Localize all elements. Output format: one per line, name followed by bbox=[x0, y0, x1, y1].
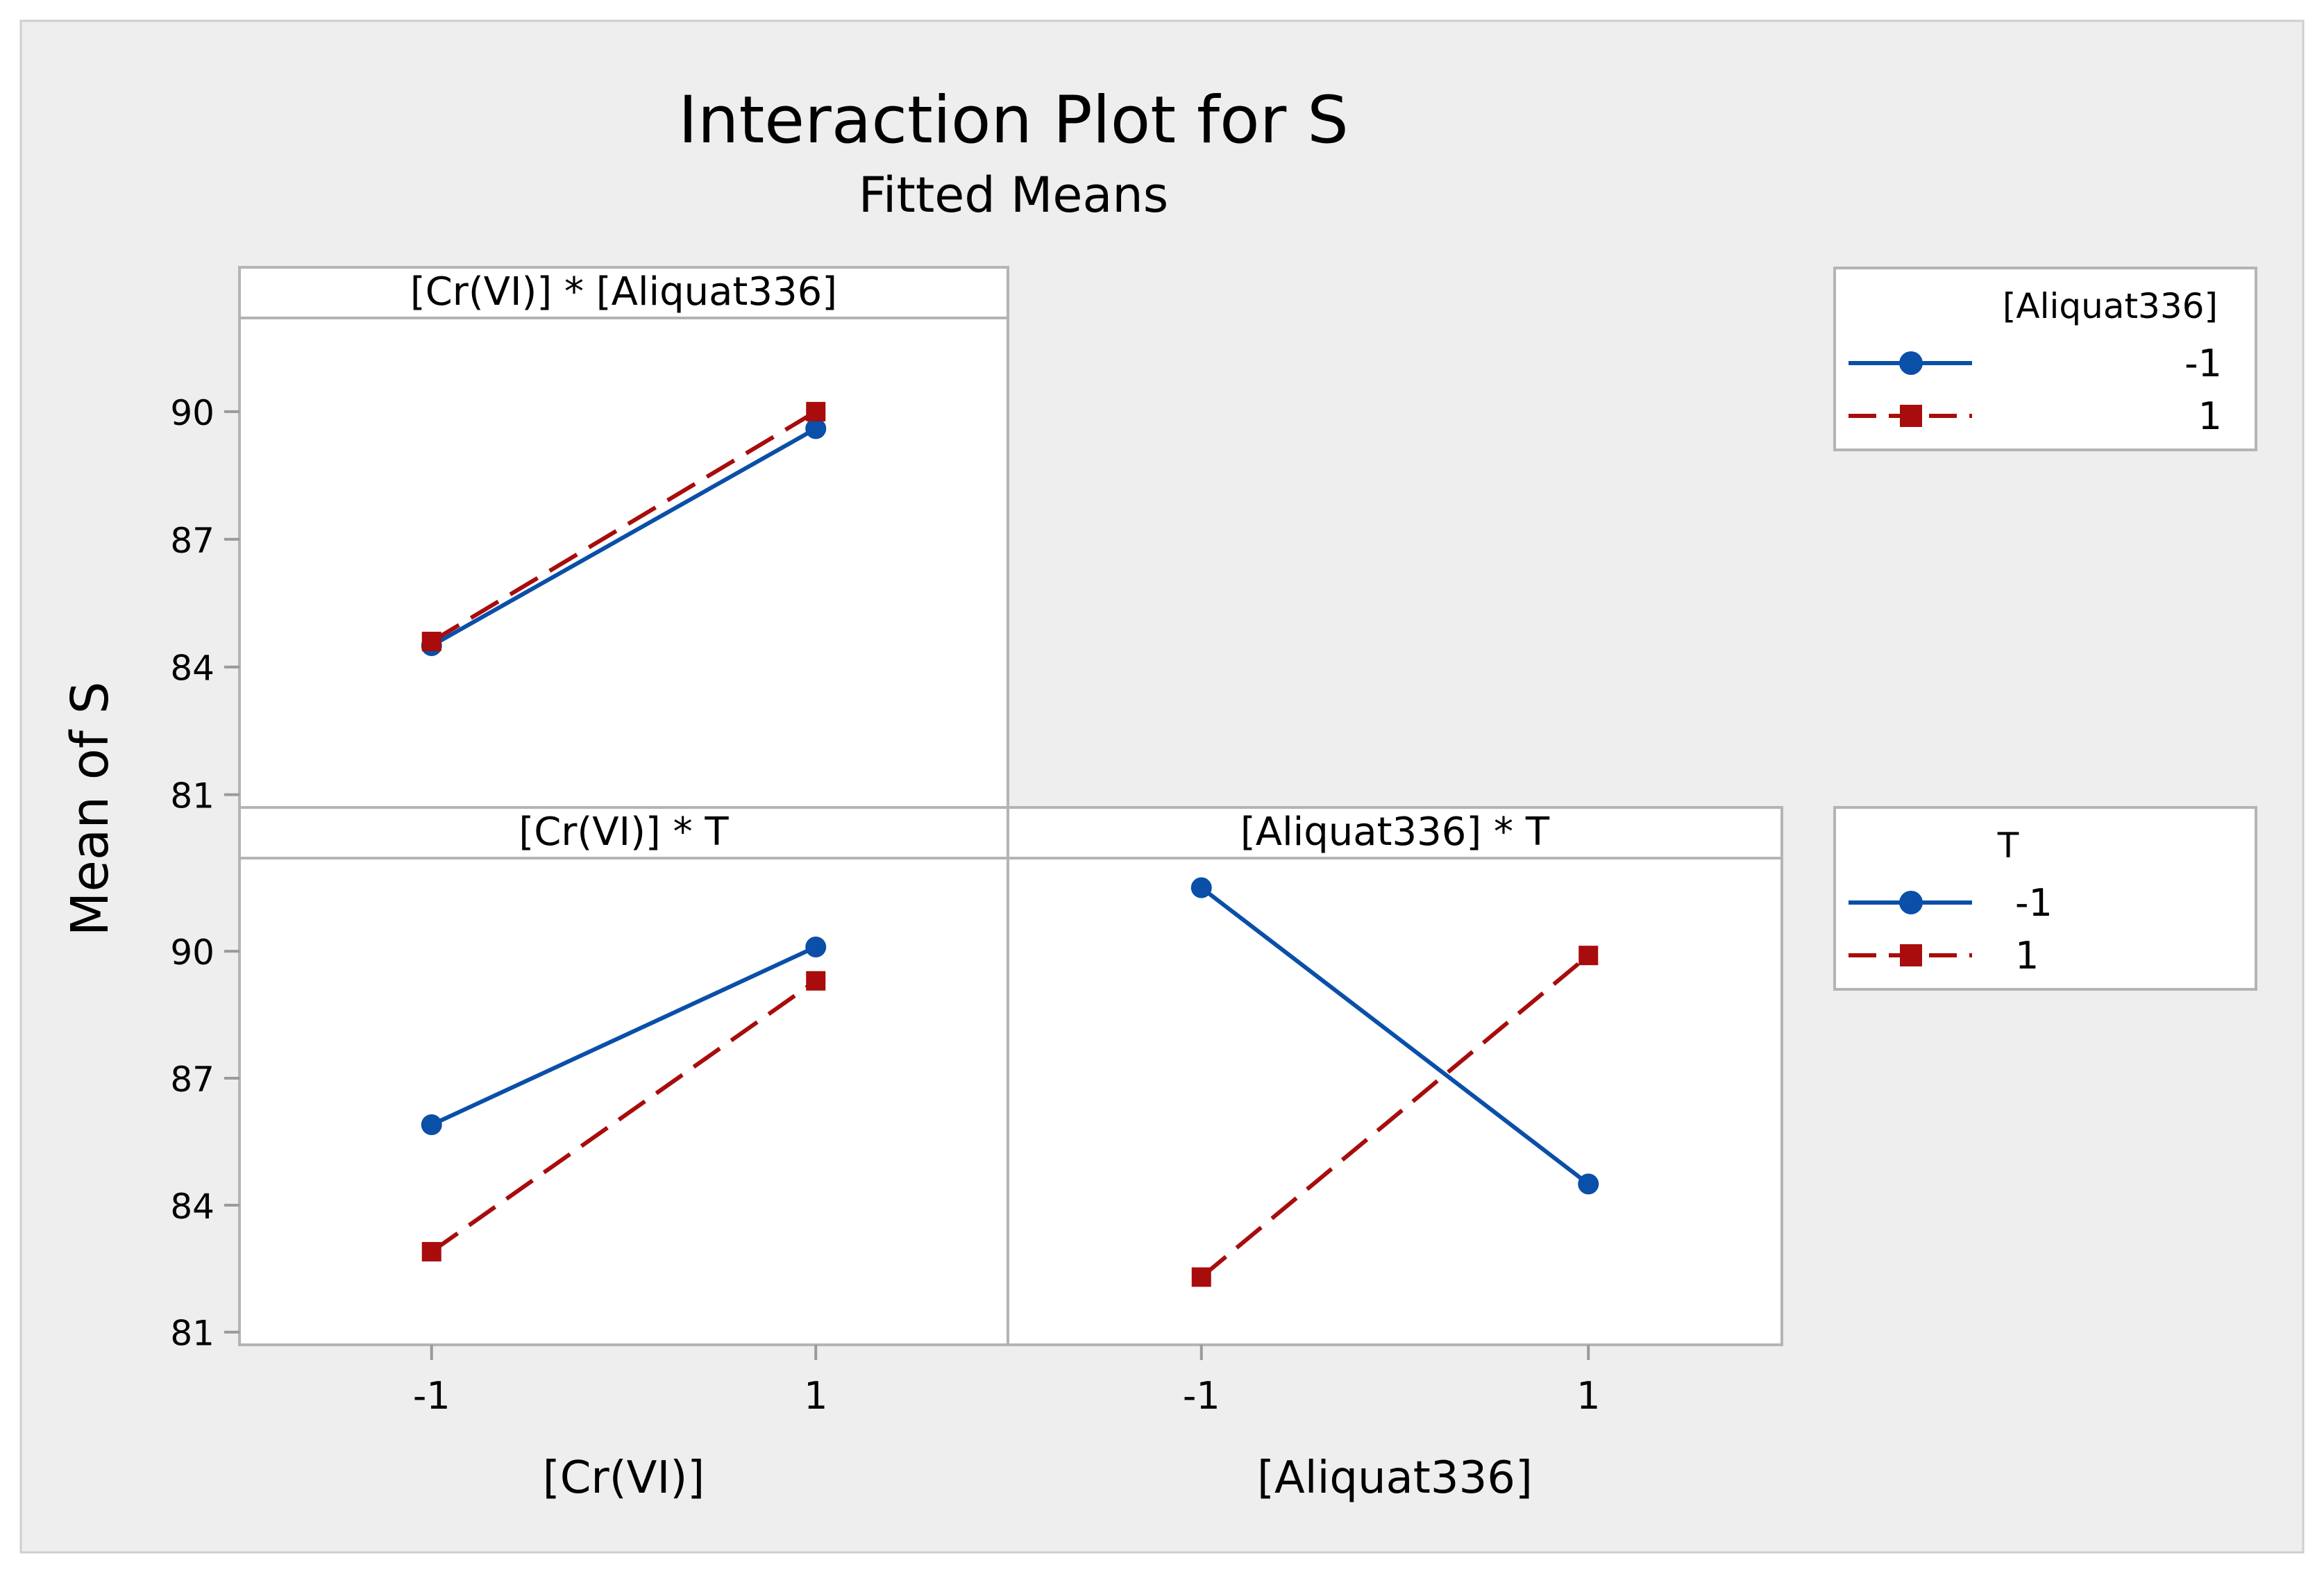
series-point-circle bbox=[1578, 1173, 1599, 1195]
legend-marker-square bbox=[1900, 405, 1922, 427]
panel-title: [Cr(VI)] * [Aliquat336] bbox=[410, 269, 837, 315]
x-tick-label: 1 bbox=[804, 1374, 827, 1418]
series-point-square bbox=[1578, 946, 1599, 966]
series-line-minus1 bbox=[430, 945, 817, 1127]
series-point-circle bbox=[805, 418, 827, 439]
y-tick-label: 81 bbox=[170, 776, 214, 816]
series-line-plus1 bbox=[430, 410, 817, 644]
panel-strip bbox=[238, 266, 1009, 319]
y-tick-label: 90 bbox=[170, 393, 214, 433]
panel-strip bbox=[238, 806, 1009, 860]
y-tick-label: 84 bbox=[170, 1187, 214, 1227]
legends-layer: [Aliquat336] -1 1 T -1 1 bbox=[1833, 267, 2257, 991]
legend-entry-label: 1 bbox=[2198, 394, 2222, 438]
series-line-minus1 bbox=[430, 426, 817, 648]
legend-marker-circle bbox=[1899, 351, 1923, 375]
series-line-plus1 bbox=[430, 979, 817, 1254]
panels-layer: [Cr(VI)] * [Aliquat336]81848790[Cr(VI)] … bbox=[170, 266, 1783, 1504]
legend-marker-circle bbox=[1899, 891, 1923, 914]
panel-plot-area bbox=[238, 317, 1009, 809]
panel-cr-t: [Cr(VI)] * T 81 84 87 90 -1 1 [Cr(VI)] bbox=[170, 806, 1009, 1504]
series-point-circle bbox=[805, 937, 827, 958]
panel-title: [Aliquat336] * T bbox=[1240, 810, 1550, 855]
legend-title: [Aliquat336] bbox=[2003, 286, 2218, 326]
series-point-square bbox=[1191, 1267, 1211, 1287]
panel-cr-aliquat: [Cr(VI)] * [Aliquat336] 81 84 87 90 bbox=[170, 266, 1009, 816]
x-tick-label: -1 bbox=[413, 1374, 451, 1418]
legend-entry-label: 1 bbox=[2015, 934, 2039, 978]
y-tick-label: 81 bbox=[170, 1314, 214, 1354]
series-line-plus1 bbox=[1199, 953, 1590, 1279]
legend-title: T bbox=[1997, 825, 2019, 866]
legend-entry-label: -1 bbox=[2184, 342, 2222, 385]
series-point-square bbox=[806, 971, 826, 991]
legend-1: T -1 1 bbox=[1833, 806, 2257, 991]
panel-aliquat-t: [Aliquat336] * T -1 1 [Aliquat336] bbox=[1007, 806, 1783, 1504]
panel-title: [Cr(VI)] * T bbox=[519, 810, 729, 855]
legend-entry-label: -1 bbox=[2015, 881, 2053, 925]
series-point-square bbox=[421, 631, 441, 651]
x-tick-label: 1 bbox=[1576, 1374, 1600, 1418]
panel-plot-area bbox=[238, 857, 1009, 1346]
series-point-circle bbox=[421, 1114, 442, 1136]
x-tick-label: -1 bbox=[1183, 1374, 1220, 1418]
chart-subtitle: Fitted Means bbox=[859, 167, 1168, 224]
y-tick-label: 87 bbox=[170, 521, 214, 561]
legend-0: [Aliquat336] -1 1 bbox=[1833, 267, 2257, 451]
y-axis-label: Mean of S bbox=[60, 682, 120, 937]
panel-strip bbox=[1007, 806, 1783, 860]
series-point-circle bbox=[1190, 877, 1212, 898]
y-tick-label: 84 bbox=[170, 648, 214, 689]
x-axis-label: [Cr(VI)] bbox=[543, 1452, 705, 1504]
legend-marker-square bbox=[1900, 944, 1922, 966]
panel-plot-area bbox=[1007, 857, 1783, 1346]
series-point-square bbox=[806, 401, 826, 421]
y-tick-label: 87 bbox=[170, 1059, 214, 1100]
x-axis-label: [Aliquat336] bbox=[1257, 1452, 1533, 1504]
chart-title: Interaction Plot for S bbox=[678, 83, 1349, 158]
series-line-minus1 bbox=[1199, 886, 1590, 1186]
series-point-square bbox=[421, 1241, 441, 1261]
y-tick-label: 90 bbox=[170, 932, 214, 973]
